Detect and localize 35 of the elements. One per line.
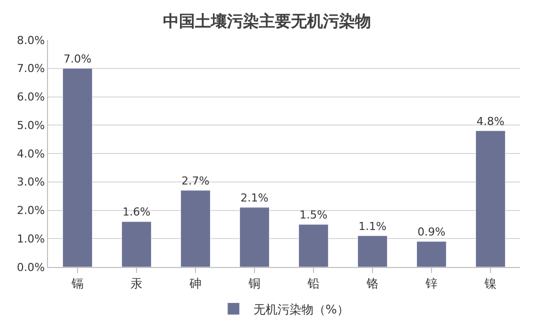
y-tick-label: 3.0% xyxy=(16,176,45,189)
y-tick-label: 5.0% xyxy=(16,118,45,132)
bar xyxy=(298,224,328,267)
y-tick-label: 1.0% xyxy=(16,232,45,246)
bar xyxy=(180,190,210,267)
bar xyxy=(358,236,388,267)
y-tick-label: 6.0% xyxy=(16,90,45,104)
y-tick-label: 4.0% xyxy=(16,147,45,160)
x-tick-label: 铜 xyxy=(248,276,260,290)
data-label: 2.1% xyxy=(240,191,268,204)
y-tick-label: 2.0% xyxy=(16,204,45,218)
x-tick-label: 铅 xyxy=(306,276,320,290)
data-label: 7.0% xyxy=(64,52,92,66)
x-tick-label: 镉 xyxy=(70,276,84,290)
data-label: 1.1% xyxy=(358,220,386,233)
data-label: 0.9% xyxy=(418,225,446,238)
y-tick-label: 0.0% xyxy=(16,260,45,274)
data-label: 1.6% xyxy=(122,206,150,219)
x-tick-label: 锌 xyxy=(424,276,438,290)
data-label: 1.5% xyxy=(300,208,328,222)
bar xyxy=(122,221,152,267)
bar xyxy=(476,130,506,267)
x-tick-label: 砷 xyxy=(188,276,202,290)
bar xyxy=(416,241,446,267)
x-tick-label: 汞 xyxy=(130,276,142,290)
x-tick-label: 铬 xyxy=(366,276,378,290)
data-label: 2.7% xyxy=(182,174,210,188)
chart-title: 中国土壤污染主要无机污染物 xyxy=(163,11,371,30)
data-label: 4.8% xyxy=(476,114,504,128)
x-tick-label: 镍 xyxy=(484,276,496,290)
y-tick-label: 8.0% xyxy=(16,34,45,47)
bar xyxy=(240,207,270,267)
y-tick-label: 7.0% xyxy=(16,62,45,76)
bar xyxy=(62,68,92,267)
legend-label: 无机污染物（%） xyxy=(254,302,349,316)
